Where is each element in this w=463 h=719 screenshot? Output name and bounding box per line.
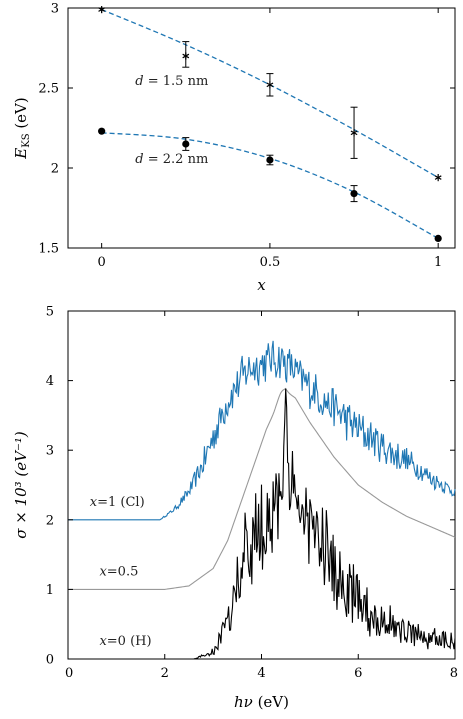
top-ytick-label: 1.5: [38, 242, 59, 257]
top-error-bars: [182, 41, 358, 203]
data-point-circle: [98, 127, 106, 135]
bottom-xtick-label: 0: [65, 666, 73, 681]
top-plot-area: [67, 7, 456, 249]
bottom-xtick-label: 4: [257, 666, 265, 681]
data-point-circle: [350, 190, 358, 198]
top-plot-frame: [67, 7, 456, 249]
top-xtick-label: 0.5: [260, 255, 281, 270]
data-point-star: [182, 52, 190, 60]
spectrum-line-1: [68, 340, 456, 521]
top-axis-titles: x EKS (eV): [12, 97, 266, 294]
top-ytick-label: 2.5: [38, 82, 59, 97]
bottom-ytick-label: 5: [46, 305, 54, 320]
bottom-ytick-label: 0: [46, 653, 54, 668]
series-label-bottom-3: x=0 (H): [99, 634, 151, 649]
top-y-axis-title: EKS (eV): [12, 97, 32, 159]
bottom-ytick-label: 4: [46, 374, 54, 389]
bottom-axis-titles: hν (eV) σ × 10³ (eV⁻¹): [12, 431, 289, 711]
data-point-star: [350, 129, 358, 137]
bottom-ytick-label: 2: [46, 513, 54, 528]
bottom-axis-ticks: 0 2 4 6 8 0 1 2 3 4 5: [46, 305, 458, 682]
spectrum-line-2: [68, 387, 456, 590]
bottom-series-labels: x=1 (Cl) x=0.5 x=0 (H): [90, 495, 152, 649]
data-point-circle: [266, 156, 274, 164]
bottom-y-axis-title: σ × 10³ (eV⁻¹): [12, 431, 30, 539]
bottom-panel: 0 2 4 6 8 0 1 2 3 4 5 x=1 (Cl) x=0.5 x=0 (H) hν (eV)…: [12, 305, 458, 712]
top-fit-lines: [101, 9, 439, 239]
top-ytick-label: 2: [51, 162, 59, 177]
spectrum-line-3: [68, 388, 456, 660]
top-xtick-label: 0: [98, 255, 106, 270]
series-label-bottom-2: x=0.5: [99, 564, 138, 579]
data-point-circle: [182, 140, 190, 148]
bottom-xtick-label: 2: [161, 666, 169, 681]
bottom-ytick-label: 3: [46, 444, 54, 459]
fit-line-2: [101, 132, 439, 239]
top-ytick-label: 3: [51, 2, 59, 17]
data-point-circle: [434, 234, 442, 242]
series-label-top-2: d = 2.2 nm: [135, 152, 208, 167]
top-x-axis-title: x: [257, 276, 266, 294]
bottom-ytick-label: 1: [46, 583, 54, 598]
bottom-x-axis-title: hν (eV): [234, 693, 289, 711]
data-point-star: [434, 174, 442, 182]
top-panel: 0 0.5 1 1.5 2 2.5 3 d = 1.5 nm d = 2.2 nm x EKS …: [12, 2, 456, 294]
top-series-labels: d = 1.5 nm d = 2.2 nm: [135, 74, 208, 167]
bottom-xtick-label: 6: [354, 666, 362, 681]
series-label-top-1: d = 1.5 nm: [135, 74, 208, 89]
top-xtick-label: 1: [434, 255, 442, 270]
bottom-spectra: [68, 340, 456, 660]
bottom-xtick-label: 8: [450, 666, 458, 681]
data-point-star: [266, 81, 274, 89]
top-data-points: [98, 6, 442, 242]
top-axis-ticks: 0 0.5 1 1.5 2 2.5 3: [38, 2, 455, 270]
series-label-bottom-1: x=1 (Cl): [90, 495, 145, 510]
